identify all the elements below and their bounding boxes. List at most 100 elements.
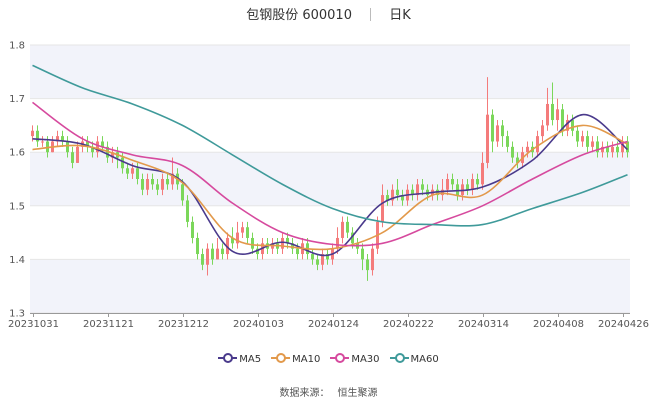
candle-body xyxy=(56,136,59,142)
y-tick-label: 1.4 xyxy=(9,255,25,266)
candle-body xyxy=(386,195,389,201)
candle-body xyxy=(526,146,529,153)
candle-body xyxy=(191,221,194,238)
candle-body xyxy=(506,136,509,147)
candle-body xyxy=(146,179,149,190)
candle-body xyxy=(141,179,144,190)
legend-item-ma10[interactable]: MA10 xyxy=(271,353,320,365)
chart-title: 包钢股份 600010 日K xyxy=(0,4,657,23)
candle-body xyxy=(496,125,499,142)
candle-body xyxy=(551,103,554,121)
candle-body xyxy=(536,136,539,153)
candle-body xyxy=(131,168,134,174)
candle-body xyxy=(361,248,364,260)
candle-body xyxy=(156,184,159,190)
candle-body xyxy=(231,237,234,244)
source-value: 恒生聚源 xyxy=(337,388,378,399)
legend-marker-icon xyxy=(330,353,350,363)
x-tick-label: 20240124 xyxy=(308,319,359,330)
candle-body xyxy=(421,184,424,190)
candle-body xyxy=(341,221,344,238)
line-ma60 xyxy=(32,64,628,227)
x-tick-label: 20240314 xyxy=(458,319,509,330)
candle-body xyxy=(181,184,184,201)
candle-body xyxy=(476,179,479,185)
candle-body xyxy=(211,248,214,260)
candle-body xyxy=(286,237,289,244)
candle-body xyxy=(346,221,349,233)
legend-item-ma60[interactable]: MA60 xyxy=(389,353,439,365)
line-ma30 xyxy=(32,101,628,247)
candle-body xyxy=(101,141,104,147)
candle-body xyxy=(571,120,574,131)
moving-average-lines xyxy=(32,64,629,257)
candle-body xyxy=(186,200,189,222)
candle-body xyxy=(66,141,69,153)
legend-item-ma5[interactable]: MA5 xyxy=(218,353,261,365)
candle-body xyxy=(161,179,164,190)
x-tick-label: 20231121 xyxy=(83,319,134,330)
candle-body xyxy=(486,114,489,163)
period-label: 日K xyxy=(389,8,411,23)
candle-body xyxy=(411,189,414,196)
legend-marker-icon xyxy=(218,353,238,363)
candle-body xyxy=(601,146,604,153)
candle-body xyxy=(516,157,519,163)
candle-body xyxy=(226,237,229,255)
background-band xyxy=(30,45,630,99)
candle-body xyxy=(541,125,544,137)
candle-body xyxy=(96,141,99,153)
background-bands xyxy=(30,45,630,313)
candle-body xyxy=(466,184,469,190)
candle-body xyxy=(566,120,569,131)
candle-body xyxy=(481,162,484,185)
y-axis: 1.3 1.4 1.5 1.6 1.7 1.8 xyxy=(9,41,25,320)
background-band xyxy=(30,259,630,313)
candle-body xyxy=(561,109,564,131)
candle-body xyxy=(251,237,254,249)
candle-body xyxy=(626,141,629,153)
legend-marker-icon xyxy=(389,353,409,363)
y-tick-label: 1.6 xyxy=(9,148,25,159)
candle-body xyxy=(256,248,259,255)
candle-body xyxy=(196,237,199,255)
line-ma10 xyxy=(32,124,628,251)
x-tick-label: 20240222 xyxy=(383,319,434,330)
candlestick-chart: 1.31.41.51.61.71.8 20231031 20231121 20231… xyxy=(8,41,649,331)
candle-body xyxy=(501,125,504,137)
candle-body xyxy=(291,243,294,249)
legend-label: MA60 xyxy=(410,354,439,365)
candle-body xyxy=(171,173,174,185)
candle-body xyxy=(241,227,244,233)
candle-body xyxy=(441,189,444,196)
candle-body xyxy=(31,130,34,137)
legend-label: MA5 xyxy=(239,354,262,365)
x-tick-label: 20240103 xyxy=(233,319,284,330)
candle-body xyxy=(606,146,609,153)
candle-body xyxy=(316,259,319,265)
candle-body xyxy=(446,179,449,190)
candles xyxy=(31,77,629,281)
candle-body xyxy=(456,184,459,196)
candle-body xyxy=(511,146,514,158)
x-tick-label: 20231212 xyxy=(158,319,209,330)
candle-body xyxy=(381,195,384,222)
candle-body xyxy=(391,189,394,201)
candle-body xyxy=(556,109,559,121)
candle-body xyxy=(296,248,299,255)
candle-body xyxy=(246,227,249,238)
candle-body xyxy=(616,146,619,153)
legend-label: MA30 xyxy=(351,354,380,365)
legend-item-ma30[interactable]: MA30 xyxy=(330,353,380,365)
legend-marker-icon xyxy=(271,353,291,363)
candle-body xyxy=(76,146,79,163)
candle-body xyxy=(126,168,129,174)
candle-body xyxy=(281,237,284,249)
candle-body xyxy=(336,237,339,249)
x-axis: 20231031 20231121 20231212 20240103 20240124… xyxy=(8,313,649,330)
candle-body xyxy=(591,141,594,147)
y-tick-label: 1.7 xyxy=(9,94,25,105)
candle-body xyxy=(151,179,154,185)
candle-body xyxy=(586,136,589,147)
candle-body xyxy=(136,168,139,179)
